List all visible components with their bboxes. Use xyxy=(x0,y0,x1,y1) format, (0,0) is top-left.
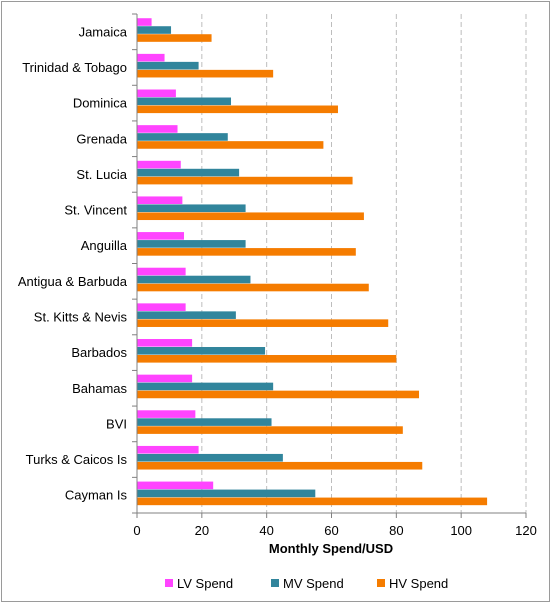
legend-label-mv-spend: MV Spend xyxy=(283,576,344,591)
tick-labels: 0 20 40 60 80 100 120 xyxy=(133,523,536,538)
bar-mv-spend xyxy=(137,168,240,177)
category-label: Anguilla xyxy=(81,238,128,253)
category-label: Trinidad & Tobago xyxy=(22,60,127,75)
category-label: Jamaica xyxy=(79,24,128,39)
bar-mv-spend xyxy=(137,97,232,106)
bar-hv-spend xyxy=(137,426,403,434)
bar-mv-spend xyxy=(137,418,272,426)
bar-lv-spend xyxy=(137,53,165,62)
bar-hv-spend xyxy=(137,141,324,149)
bar-mv-spend xyxy=(137,347,266,355)
x-axis-title: Monthly Spend/USD xyxy=(269,541,393,556)
legend-swatch-mv-spend xyxy=(271,579,279,587)
bar-mv-spend xyxy=(137,204,246,213)
bar-hv-spend xyxy=(137,69,274,78)
category-labels: Jamaica Trinidad & Tobago Dominica Grenada S… xyxy=(18,24,128,502)
bar-lv-spend xyxy=(137,232,185,240)
bar-lv-spend xyxy=(137,125,178,133)
category-label: Antigua & Barbuda xyxy=(18,274,128,289)
bar-mv-spend xyxy=(137,275,251,284)
bar-mv-spend xyxy=(137,61,199,70)
bar-hv-spend xyxy=(137,248,356,256)
category-label: Cayman Is xyxy=(65,488,128,503)
x-tick-label: 20 xyxy=(195,523,209,538)
category-label: Barbados xyxy=(71,345,127,360)
category-label: Dominica xyxy=(73,96,128,111)
bar-hv-spend xyxy=(137,355,397,363)
legend-swatch-lv-spend xyxy=(165,579,173,587)
bar-mv-spend xyxy=(137,453,283,462)
bar-lv-spend xyxy=(137,267,186,276)
category-label: Turks & Caicos Is xyxy=(26,452,128,467)
bar-mv-spend xyxy=(137,26,172,34)
bar-lv-spend xyxy=(137,18,152,26)
bar-lv-spend xyxy=(137,481,214,490)
bar-hv-spend xyxy=(137,497,488,506)
legend: LV Spend MV Spend HV Spend xyxy=(165,576,448,591)
bar-hv-spend xyxy=(137,176,353,185)
x-tick-label: 40 xyxy=(259,523,273,538)
bars xyxy=(137,18,488,506)
bar-hv-spend xyxy=(137,212,364,221)
bar-mv-spend xyxy=(137,489,316,498)
category-label: St. Lucia xyxy=(76,167,127,182)
bar-mv-spend xyxy=(137,240,246,248)
x-tick-label: 0 xyxy=(133,523,140,538)
bar-mv-spend xyxy=(137,311,236,319)
x-tick-label: 100 xyxy=(450,523,472,538)
bar-hv-spend xyxy=(137,390,420,399)
legend-label-lv-spend: LV Spend xyxy=(177,576,233,591)
bar-hv-spend xyxy=(137,34,212,42)
x-tick-label: 60 xyxy=(324,523,338,538)
gridlines xyxy=(201,14,527,513)
category-label: St. Kitts & Nevis xyxy=(34,309,128,324)
bar-hv-spend xyxy=(137,319,389,327)
bar-lv-spend xyxy=(137,89,176,98)
category-label: Bahamas xyxy=(72,381,127,396)
bar-mv-spend xyxy=(137,133,228,141)
bar-lv-spend xyxy=(137,339,193,347)
axes xyxy=(132,13,527,518)
bar-lv-spend xyxy=(137,374,193,383)
x-tick-label: 80 xyxy=(389,523,403,538)
legend-label-hv-spend: HV Spend xyxy=(389,576,448,591)
x-tick-label: 120 xyxy=(515,523,537,538)
category-label: Grenada xyxy=(76,131,127,146)
bar-lv-spend xyxy=(137,303,186,311)
category-label: St. Vincent xyxy=(64,203,127,218)
bar-lv-spend xyxy=(137,445,199,454)
bar-lv-spend xyxy=(137,410,196,418)
bar-lv-spend xyxy=(137,196,183,205)
bar-mv-spend xyxy=(137,382,274,391)
bar-hv-spend xyxy=(137,461,423,470)
bar-hv-spend xyxy=(137,105,338,114)
bar-hv-spend xyxy=(137,283,369,292)
bar-lv-spend xyxy=(137,160,181,169)
legend-swatch-hv-spend xyxy=(377,579,385,587)
category-label: BVI xyxy=(106,416,127,431)
